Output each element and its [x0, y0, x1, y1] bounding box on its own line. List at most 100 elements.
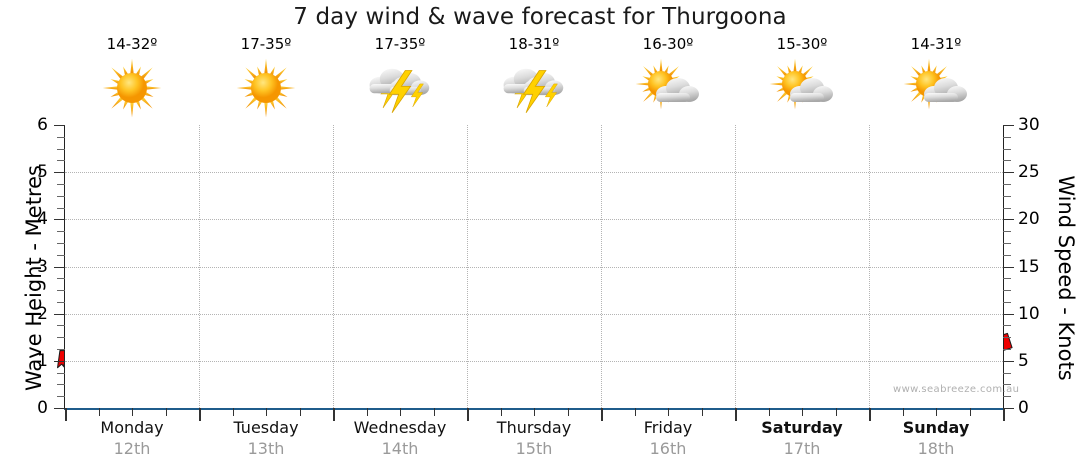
axis-tick	[1003, 349, 1011, 351]
day-name: Thursday	[496, 418, 572, 437]
axis-tick	[1003, 195, 1011, 197]
axis-tick	[57, 195, 65, 197]
day-footer-thursday: Thursday 15th	[467, 418, 601, 459]
x-axis-tick	[802, 408, 803, 416]
gridline-horizontal	[65, 313, 1003, 315]
axis-tick	[57, 301, 65, 303]
right-axis-tick-label: 10	[1018, 303, 1040, 324]
x-axis-tick	[601, 408, 603, 421]
axis-tick	[54, 172, 65, 174]
temperature-range: 18-31º	[508, 35, 560, 53]
day-name: Tuesday	[233, 418, 299, 437]
day-footer-friday: Friday 16th	[601, 418, 735, 459]
x-axis-tick	[366, 408, 368, 416]
x-axis-tick	[400, 408, 401, 416]
watermark: www.seabreeze.com.au	[893, 384, 1020, 395]
day-footer-row: Monday 12th Tuesday 13th Wednesday 14th Thursd…	[65, 418, 1003, 468]
axis-tick	[1003, 172, 1014, 174]
day-footer-wednesday: Wednesday 14th	[333, 418, 467, 459]
axis-tick	[1003, 136, 1011, 138]
gridline-day-boundary	[601, 125, 602, 408]
axis-tick	[54, 313, 65, 315]
left-axis-tick-label: 3	[37, 256, 48, 277]
axis-tick	[57, 337, 65, 339]
x-axis-tick	[266, 408, 267, 416]
gridline-day-boundary	[467, 125, 468, 408]
thunderstorm-icon	[333, 54, 467, 120]
axis-tick	[1003, 301, 1011, 303]
right-axis-title: Wind Speed - Knots	[1054, 175, 1078, 381]
axis-tick	[57, 325, 65, 327]
x-axis-tick	[567, 408, 569, 416]
x-axis-tick	[165, 408, 167, 416]
day-name: Wednesday	[353, 418, 447, 437]
left-axis-tick-label: 4	[37, 209, 48, 230]
x-axis-tick	[835, 408, 837, 416]
axis-tick	[57, 148, 65, 150]
x-axis-tick	[1003, 408, 1005, 421]
axis-tick	[1003, 207, 1011, 209]
axis-tick	[54, 125, 65, 126]
sun-cloud-icon	[601, 54, 735, 120]
day-header-monday: 14-32º	[65, 36, 199, 124]
x-axis-tick	[299, 408, 301, 416]
x-axis-tick	[65, 408, 67, 421]
sun-cloud-icon	[735, 54, 869, 120]
x-axis-tick	[333, 408, 335, 421]
x-axis-tick	[534, 408, 535, 416]
temperature-range: 14-32º	[106, 35, 158, 53]
axis-tick	[1003, 290, 1011, 292]
axis-tick	[57, 183, 65, 185]
axis-tick	[1003, 372, 1011, 374]
axis-tick	[1003, 242, 1011, 244]
x-axis-tick	[936, 408, 937, 416]
plot-area	[57, 125, 1013, 408]
left-axis-title: Wave Height - Metres	[22, 165, 46, 391]
axis-tick	[57, 278, 65, 280]
page-title: 7 day wind & wave forecast for Thurgoona	[293, 4, 787, 30]
x-axis-tick	[735, 408, 737, 421]
day-name: Monday	[100, 418, 164, 437]
x-axis-tick	[433, 408, 435, 416]
x-axis-tick	[232, 408, 234, 416]
x-axis-tick	[969, 408, 971, 416]
left-axis-tick-label: 5	[37, 162, 48, 183]
x-axis-tick	[902, 408, 904, 416]
right-axis-tick-label: 20	[1018, 209, 1040, 230]
day-name: Sunday	[902, 418, 970, 437]
temperature-range: 15-30º	[776, 35, 828, 53]
axis-tick	[1003, 125, 1014, 126]
x-axis-tick	[199, 408, 201, 421]
axis-tick	[57, 207, 65, 209]
right-axis-tick-label: 15	[1018, 256, 1040, 277]
axis-tick	[1003, 231, 1011, 233]
axis-tick	[1003, 219, 1014, 221]
day-name: Saturday	[761, 418, 843, 437]
day-footer-tuesday: Tuesday 13th	[199, 418, 333, 459]
day-date: 17th	[783, 439, 821, 458]
axis-tick	[1003, 337, 1011, 339]
day-date: 16th	[649, 439, 687, 458]
day-name: Friday	[643, 418, 693, 437]
gridline-day-boundary	[869, 125, 870, 408]
axis-tick	[1003, 396, 1011, 398]
x-axis-tick	[634, 408, 636, 416]
axis-tick	[1003, 384, 1011, 386]
right-axis-tick-label: 0	[1018, 398, 1029, 418]
axis-tick	[57, 231, 65, 233]
left-axis-tick-label: 6	[37, 115, 48, 135]
axis-tick	[54, 219, 65, 221]
axis-tick	[57, 290, 65, 292]
day-header-thursday: 18-31º	[467, 36, 601, 124]
day-footer-monday: Monday 12th	[65, 418, 199, 459]
axis-tick	[1003, 148, 1011, 150]
day-header-friday: 16-30º	[601, 36, 735, 124]
axis-tick	[1003, 278, 1011, 280]
left-axis-tick-label: 2	[37, 303, 48, 324]
left-axis-tick-label: 1	[37, 350, 48, 371]
axis-tick	[57, 396, 65, 398]
day-header-wednesday: 17-35º	[333, 36, 467, 124]
axis-tick	[57, 160, 65, 162]
x-axis-tick	[701, 408, 703, 416]
